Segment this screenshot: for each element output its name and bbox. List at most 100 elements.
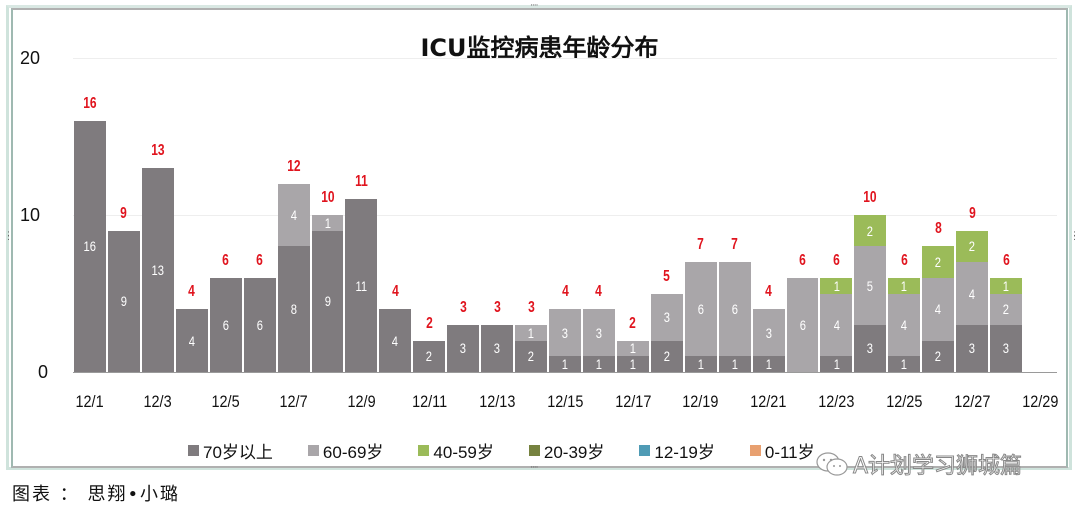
stacked-bar: 2 — [413, 340, 446, 372]
bar-segment: 2 — [990, 293, 1023, 325]
bar-segment: 1 — [820, 278, 853, 294]
legend-item[interactable]: 12-19岁 — [639, 438, 715, 463]
bar-group-12-24[interactable]: 3 5 2 10 — [853, 58, 887, 372]
total-label: 3 — [527, 298, 535, 316]
resize-handle-left[interactable]: :: — [7, 229, 10, 243]
legend-item[interactable]: 60-69岁 — [307, 438, 384, 463]
bar-segment: 3 — [956, 324, 989, 372]
bar-segment: 4 — [277, 183, 310, 247]
bar-segment: 3 — [582, 309, 615, 357]
x-tick-label: 12/5 — [211, 392, 240, 411]
stacked-bar: 11 — [345, 199, 378, 372]
legend: 70岁以上 60-69岁 40-59岁 20-39岁 12-19岁 0-11岁 — [188, 438, 850, 463]
total-label: 10 — [863, 189, 878, 206]
legend-label: 40-59岁 — [433, 443, 494, 462]
stacked-bar: 6 — [243, 277, 276, 372]
total-label: 16 — [83, 94, 97, 112]
bar-group-12-3[interactable]: 13 13 — [141, 58, 175, 372]
total-label: 12 — [286, 157, 301, 175]
legend-item[interactable]: 70岁以上 — [188, 438, 273, 463]
bar-segment: 2 — [922, 340, 955, 372]
total-label: 6 — [900, 251, 908, 269]
legend-item[interactable]: 40-59岁 — [418, 438, 494, 463]
bar-segment: 3 — [481, 324, 514, 372]
bar-segment: 6 — [209, 277, 242, 372]
total-label: 4 — [188, 283, 196, 301]
x-tick-label: 12/3 — [143, 392, 172, 411]
bar-group-12-9[interactable]: 11 11 — [344, 58, 378, 372]
x-tick-label: 12/9 — [347, 392, 376, 411]
x-tick-label: 12/25 — [886, 392, 923, 411]
resize-handle-bottom[interactable]: ···· — [530, 463, 539, 473]
bar-group-12-29[interactable] — [1023, 58, 1057, 372]
bar-segment: 9 — [107, 230, 140, 372]
y-tick-10: 10 — [20, 205, 41, 225]
bar-group-12-8[interactable]: 9 1 10 — [311, 58, 345, 372]
x-tick-label: 12/15 — [546, 392, 584, 411]
plot-area: 16 16 9 9 13 13 4 4 6 6 6 6 8 4 12 9 1 10 11 11 4 4 2 2 3 3 3 3 2 1 3 1… — [73, 58, 1057, 373]
bar-segment: 2 — [413, 340, 446, 372]
legend-label: 70岁以上 — [203, 443, 273, 462]
caption: 图表 ： 思翔•小璐 — [12, 484, 181, 505]
bar-segment: 11 — [345, 199, 378, 372]
stacked-bar: 6 — [209, 277, 242, 372]
bar-group-12-7[interactable]: 8 4 12 — [277, 58, 311, 372]
bar-segment: 6 — [786, 277, 819, 372]
legend-label: 60-69岁 — [322, 443, 384, 462]
bar-segment: 1 — [718, 356, 751, 372]
bar-segment: 1 — [888, 356, 921, 372]
total-label: 9 — [968, 204, 976, 222]
chart-title: ICU监控病患年龄分布 — [420, 34, 659, 62]
total-label: 2 — [629, 314, 637, 332]
legend-label: 0-11岁 — [764, 443, 815, 462]
chart-area[interactable] — [11, 8, 1068, 468]
resize-handle-top[interactable]: ···· — [530, 1, 539, 11]
x-tick-label: 12/13 — [479, 392, 516, 411]
total-label: 4 — [561, 283, 569, 301]
resize-handle-right[interactable]: :: — [1073, 229, 1076, 243]
bar-segment: 4 — [956, 262, 989, 325]
legend-swatch-icon — [639, 445, 651, 456]
legend-label: 20-39岁 — [543, 443, 605, 462]
legend-item[interactable]: 20-39岁 — [528, 438, 605, 463]
bar-segment: 8 — [277, 246, 310, 372]
x-tick-label: 12/11 — [411, 392, 447, 411]
bar-segment: 6 — [243, 277, 276, 372]
legend-item[interactable]: 0-11岁 — [749, 438, 815, 463]
y-tick-20: 20 — [20, 48, 41, 68]
total-label: 6 — [833, 251, 840, 269]
bar-group-12-1[interactable]: 16 16 — [73, 58, 107, 372]
legend-swatch-icon — [528, 445, 540, 456]
total-label: 11 — [355, 173, 368, 191]
